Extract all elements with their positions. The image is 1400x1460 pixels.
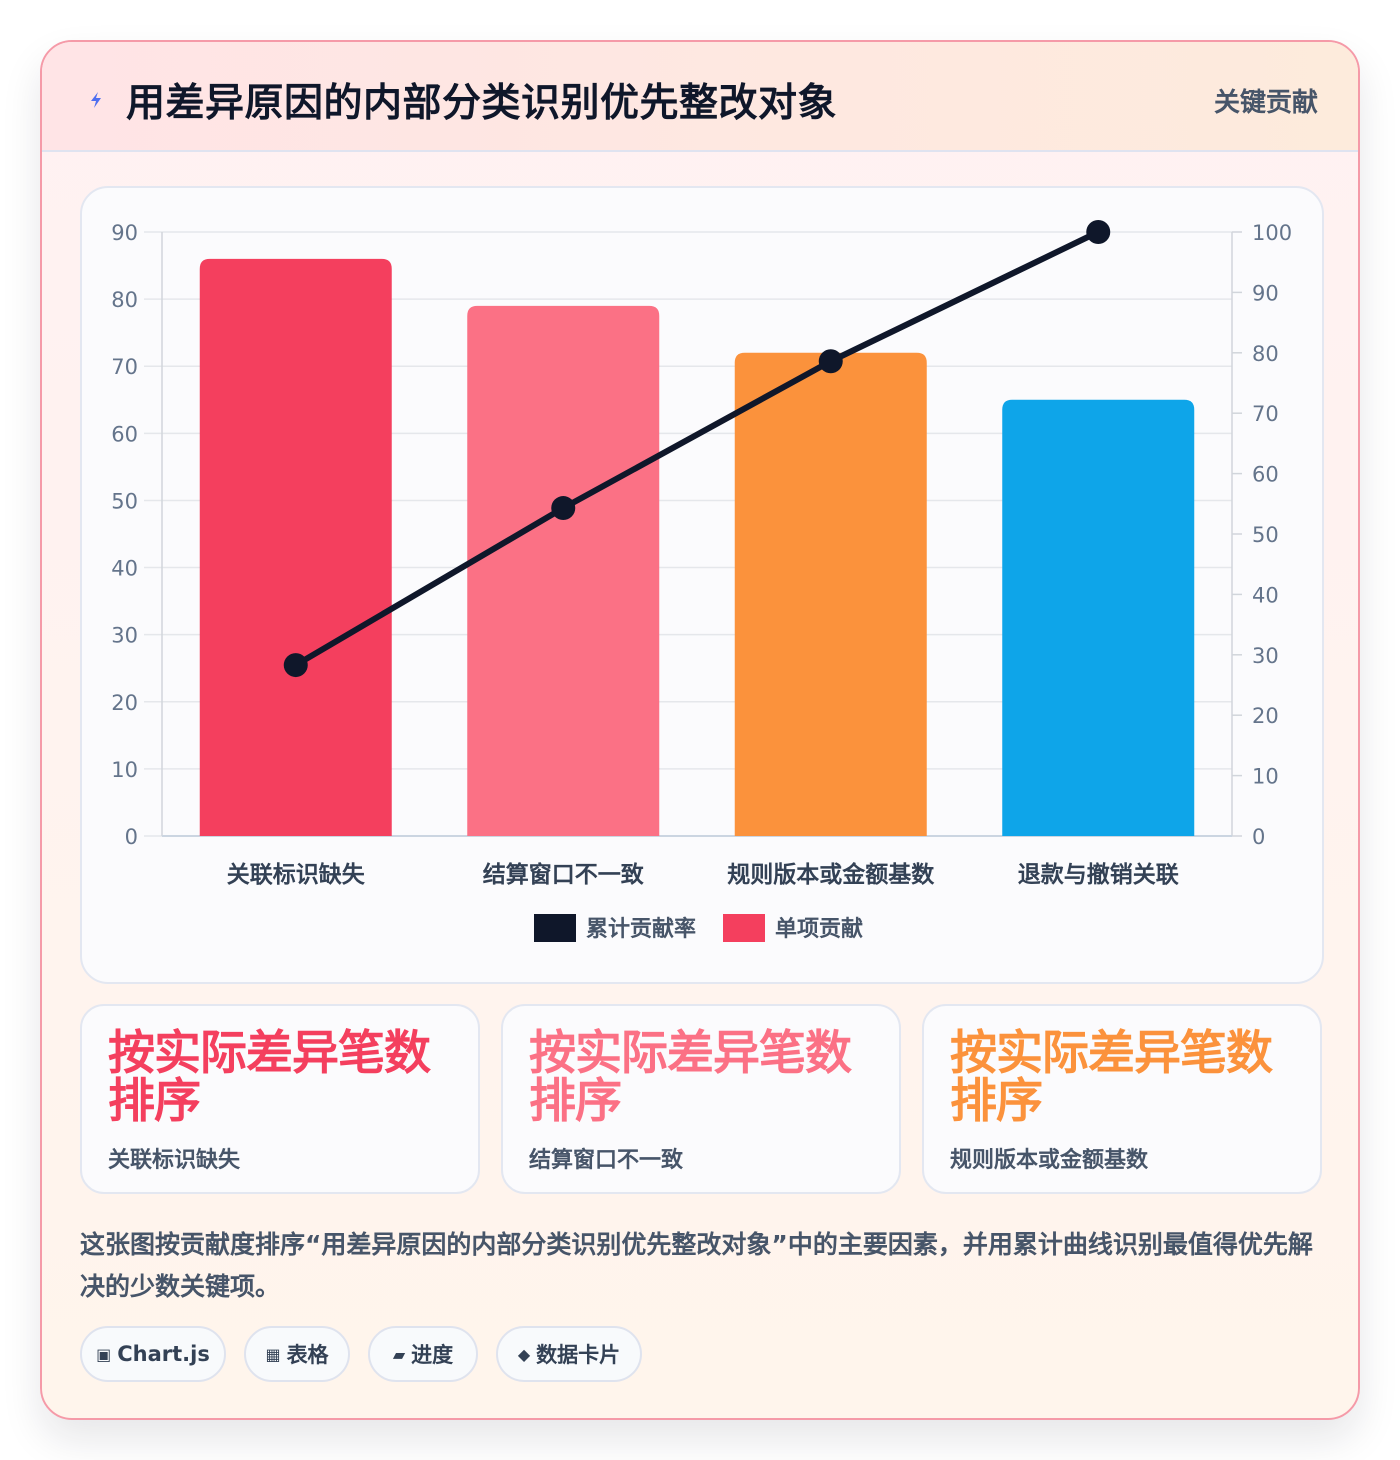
legend-label: 累计贡献率 [586,916,696,942]
cumulative-point-1 [283,653,308,678]
stat-label: 结算窗口不一致 [529,1148,684,1173]
cumulative-point-4 [1086,220,1111,244]
y-left-tick-label: 40 [111,557,138,581]
y-left-tick-label: 50 [111,489,138,513]
chip-label: 表格 [286,1343,329,1367]
page-title: 用差异原因的内部分类识别优先整改对象 [126,81,838,126]
stat-label: 规则版本或金额基数 [950,1148,1149,1173]
x-category-label: 关联标识缺失 [227,861,366,888]
legend-label: 单项贡献 [775,916,863,942]
key-contribution-badge: 关键贡献 [1213,88,1318,118]
y-right-tick-label: 40 [1252,583,1279,607]
cumulative-line [294,229,1100,668]
legend-swatch [723,914,765,942]
lightning-icon [91,92,101,108]
y-left-tick-label: 60 [111,422,138,446]
y-right-tick-label: 20 [1252,704,1279,728]
cumulative-point-3 [818,349,843,374]
card-header: 用差异原因的内部分类识别优先整改对象 关键贡献 [42,42,1358,152]
chart-panel: 0 10 20 30 40 50 60 70 80 90 0 10 20 30 40 50 60 70 80 90 10… [80,186,1324,984]
y-right-tick-label: 70 [1252,402,1279,426]
y-left-tick-label: 90 [111,221,138,245]
chip-data-card[interactable]: ◆ 数据卡片 [496,1326,642,1382]
y-left-tick-label: 0 [125,825,138,849]
chip-label: Chart.js [117,1342,210,1366]
y-left-tick-label: 20 [111,691,138,715]
y-right-tick-label: 100 [1252,221,1292,245]
bar-2 [467,305,660,836]
stat-value: 按实际差异笔数排序 [529,1026,852,1129]
y-right-tick-label: 50 [1252,523,1279,547]
chart-description: 这张图按贡献度排序“用差异原因的内部分类识别优先整改对象”中的主要因素，并用累计… [80,1230,1313,1301]
chip-label: 进度 [411,1343,454,1367]
diamond-icon: ◆ [517,1344,531,1364]
bar-3 [734,352,927,836]
x-category-label: 退款与撤销关联 [1018,861,1179,888]
stat-card-3: 按实际差异笔数排序 规则版本或金额基数 [922,1004,1322,1194]
y-right-tick-label: 60 [1252,463,1279,487]
stat-card-1: 按实际差异笔数排序 关联标识缺失 [80,1004,480,1194]
chip-chartjs[interactable]: ▣ Chart.js [80,1326,226,1382]
y-right-tick-label: 10 [1252,765,1279,789]
cumulative-point-2 [551,496,576,521]
stat-value: 按实际差异笔数排序 [950,1026,1273,1129]
y-right-tick-label: 0 [1252,825,1265,849]
y-right-tick-label: 30 [1252,644,1279,668]
x-category-label: 结算窗口不一致 [483,861,645,888]
bar-4 [1002,399,1195,836]
stat-label: 关联标识缺失 [108,1148,241,1173]
y-left-tick-label: 10 [111,758,138,782]
pareto-card: 用差异原因的内部分类识别优先整改对象 关键贡献 0 10 20 30 40 50 60 70 8… [40,40,1360,1420]
x-category-label: 规则版本或金额基数 [727,861,935,888]
legend-swatch [534,914,576,942]
bar-1 [199,258,392,836]
table-icon: ▦ [265,1344,281,1364]
chip-table[interactable]: ▦ 表格 [244,1326,350,1382]
stat-card-2: 按实际差异笔数排序 结算窗口不一致 [501,1004,901,1194]
chip-label: 数据卡片 [536,1343,621,1367]
stat-value: 按实际差异笔数排序 [108,1026,431,1129]
chip-progress[interactable]: ▰ 进度 [368,1326,478,1382]
pareto-chart: 0 10 20 30 40 50 60 70 80 90 0 10 20 30 40 50 60 70 80 90 10… [111,220,1292,942]
y-left-tick-label: 80 [111,288,138,312]
chart-icon: ▣ [96,1344,112,1364]
y-left-tick-label: 70 [111,355,138,379]
y-right-tick-label: 90 [1252,281,1279,305]
y-left-tick-label: 30 [111,624,138,648]
progress-icon: ▰ [392,1344,406,1364]
y-right-tick-label: 80 [1252,342,1279,366]
